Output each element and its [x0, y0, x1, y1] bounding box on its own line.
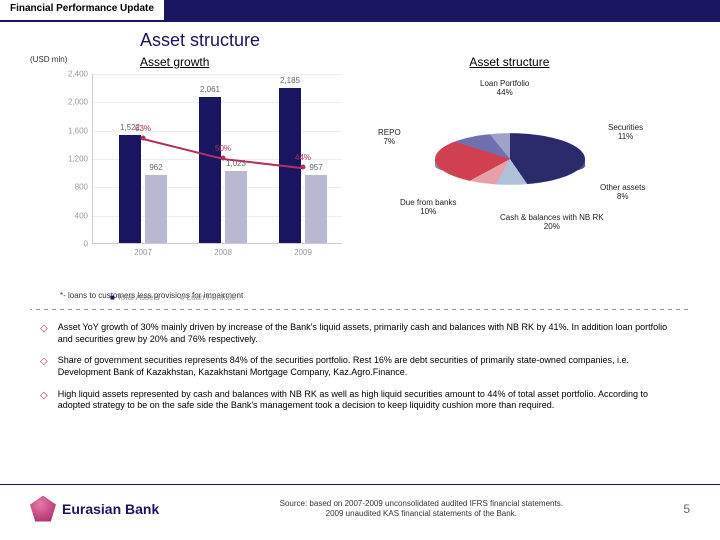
logo-text: Eurasian Bank: [62, 501, 159, 517]
subhead-row: (USD mln) Asset growth Asset structure: [0, 55, 720, 69]
legend-total: Total Assets: [110, 293, 160, 302]
legend-loan: Loan Portfolio: [180, 293, 236, 302]
footer: Eurasian Bank Source: based on 2007-2009…: [0, 484, 720, 532]
logo: Eurasian Bank: [30, 496, 159, 522]
bullet-icon: ◇: [40, 322, 48, 345]
bullet-item: ◇ Asset YoY growth of 30% mainly driven b…: [40, 322, 680, 345]
pie-top: [435, 133, 585, 185]
divider: [30, 304, 690, 314]
pie-label-loan: Loan Portfolio44%: [480, 80, 529, 98]
subhead-left: Asset growth: [140, 55, 209, 69]
header-bar: Financial Performance Update: [0, 0, 720, 22]
bullets: ◇ Asset YoY growth of 30% mainly driven b…: [0, 314, 720, 412]
bullet-text: High liquid assets represented by cash a…: [58, 389, 680, 412]
bullet-item: ◇ Share of government securities represen…: [40, 355, 680, 378]
page-title: Asset structure: [140, 30, 720, 51]
pie-label-repo: REPO7%: [378, 129, 401, 147]
section-label: Financial Performance Update: [0, 0, 166, 20]
plot-area: 1,52296220072,0611,02320082,185957200963…: [92, 74, 342, 244]
pie-chart: Loan Portfolio44% Securities11% Other as…: [350, 74, 670, 274]
source-text: Source: based on 2007-2009 unconsolidate…: [159, 499, 683, 518]
subhead-right: Asset structure: [469, 55, 549, 69]
bar-legend: Total Assets Loan Portfolio: [110, 293, 236, 302]
bar-chart: 04008001,2001,6002,0002,400 1,5229622007…: [60, 74, 350, 274]
bullet-text: Asset YoY growth of 30% mainly driven by…: [58, 322, 680, 345]
pie-label-cash: Cash & balances with NB RK20%: [500, 214, 604, 232]
pie-label-sec: Securities11%: [608, 124, 643, 142]
charts-row: 04008001,2001,6002,0002,400 1,5229622007…: [0, 69, 720, 289]
diamond-icon: [30, 496, 56, 522]
unit-label: (USD mln): [30, 55, 140, 69]
bullet-icon: ◇: [40, 389, 48, 412]
page-number: 5: [683, 502, 690, 516]
pie-label-other: Other assets8%: [600, 184, 645, 202]
y-axis: 04008001,2001,6002,0002,400: [60, 74, 90, 244]
bullet-item: ◇ High liquid assets represented by cash …: [40, 389, 680, 412]
bullet-text: Share of government securities represent…: [58, 355, 680, 378]
bullet-icon: ◇: [40, 355, 48, 378]
header-fill: [166, 0, 720, 20]
pie-label-due: Due from banks10%: [400, 199, 456, 217]
